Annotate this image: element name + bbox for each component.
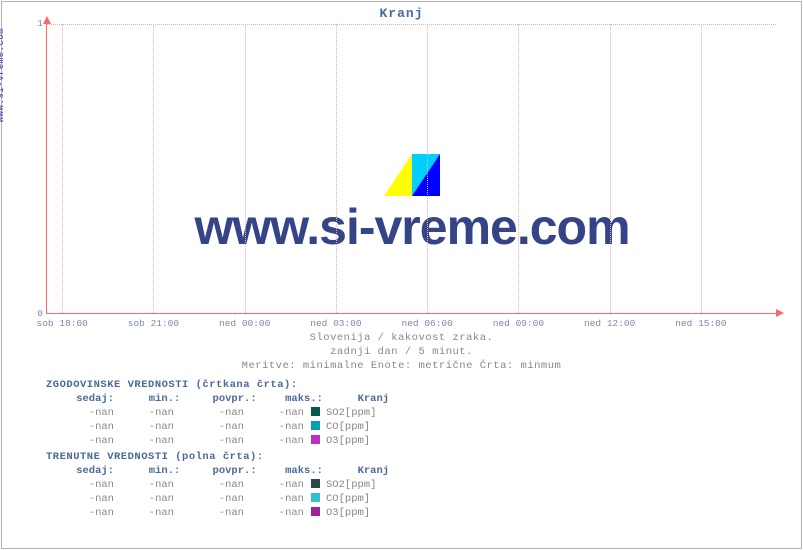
caption-period: zadnji dan / 5 minut. <box>0 346 803 358</box>
series-label: O3[ppm] <box>326 434 406 448</box>
xtick-label: ned 15:00 <box>671 318 731 329</box>
historic-title: ZGODOVINSKE VREDNOSTI (črtkana črta): <box>46 378 438 392</box>
cell-avg: -nan <box>174 406 244 420</box>
table-row: -nan-nan-nan-nanCO[ppm] <box>46 492 438 506</box>
current-header: sedaj: min.: povpr.: maks.: Kranj <box>46 464 438 478</box>
ytick-label: 1 <box>21 18 43 29</box>
caption-source: Slovenija / kakovost zraka. <box>0 332 803 344</box>
col-max: maks.: <box>263 392 323 406</box>
cell-avg: -nan <box>174 420 244 434</box>
caption-meta: Meritve: minimalne Enote: metrične Črta:… <box>0 360 803 372</box>
col-min: min.: <box>120 464 180 478</box>
gridline-v <box>153 24 154 313</box>
series-label: SO2[ppm] <box>326 406 406 420</box>
series-swatch <box>304 478 326 492</box>
gridline-v <box>518 24 519 313</box>
table-row: -nan-nan-nan-nanSO2[ppm] <box>46 478 438 492</box>
col-min: min.: <box>120 392 180 406</box>
watermark-logo <box>384 154 440 196</box>
xtick-label: ned 06:00 <box>397 318 457 329</box>
cell-max: -nan <box>244 406 304 420</box>
col-max: maks.: <box>263 464 323 478</box>
table-row: -nan-nan-nan-nanO3[ppm] <box>46 434 438 448</box>
cell-now: -nan <box>46 434 114 448</box>
cell-now: -nan <box>46 492 114 506</box>
cell-min: -nan <box>114 434 174 448</box>
xtick-label: ned 09:00 <box>488 318 548 329</box>
cell-min: -nan <box>114 420 174 434</box>
cell-min: -nan <box>114 492 174 506</box>
gridline-v <box>701 24 702 313</box>
col-avg: povpr.: <box>187 464 257 478</box>
chart-title: Kranj <box>0 6 803 21</box>
table-row: -nan-nan-nan-nanCO[ppm] <box>46 420 438 434</box>
col-now: sedaj: <box>46 392 114 406</box>
cell-max: -nan <box>244 506 304 520</box>
xtick-label: sob 18:00 <box>32 318 92 329</box>
series-swatch <box>304 406 326 420</box>
series-swatch <box>304 506 326 520</box>
watermark-text: www.si-vreme.com <box>47 198 777 256</box>
gridline-v <box>336 24 337 313</box>
cell-min: -nan <box>114 406 174 420</box>
xtick-label: ned 00:00 <box>215 318 275 329</box>
current-title: TRENUTNE VREDNOSTI (polna črta): <box>46 450 438 464</box>
side-watermark: www.si-vreme.com <box>0 0 6 175</box>
cell-max: -nan <box>244 420 304 434</box>
series-swatch <box>304 420 326 434</box>
xtick-label: ned 03:00 <box>306 318 366 329</box>
col-now: sedaj: <box>46 464 114 478</box>
cell-avg: -nan <box>174 478 244 492</box>
chart-plot-area: www.si-vreme.com 01sob 18:00sob 21:00ned… <box>46 24 776 314</box>
cell-max: -nan <box>244 492 304 506</box>
cell-now: -nan <box>46 420 114 434</box>
historic-header: sedaj: min.: povpr.: maks.: Kranj <box>46 392 438 406</box>
cell-max: -nan <box>244 434 304 448</box>
cell-min: -nan <box>114 478 174 492</box>
cell-min: -nan <box>114 506 174 520</box>
gridline-h <box>47 24 776 25</box>
cell-avg: -nan <box>174 434 244 448</box>
cell-avg: -nan <box>174 506 244 520</box>
series-label: O3[ppm] <box>326 506 406 520</box>
gridline-v <box>427 24 428 313</box>
data-tables: ZGODOVINSKE VREDNOSTI (črtkana črta): se… <box>46 378 438 520</box>
xtick-label: ned 12:00 <box>580 318 640 329</box>
xtick-label: sob 21:00 <box>123 318 183 329</box>
series-swatch <box>304 492 326 506</box>
table-row: -nan-nan-nan-nanSO2[ppm] <box>46 406 438 420</box>
cell-now: -nan <box>46 406 114 420</box>
gridline-v <box>245 24 246 313</box>
series-label: CO[ppm] <box>326 420 406 434</box>
series-label: CO[ppm] <box>326 492 406 506</box>
cell-now: -nan <box>46 506 114 520</box>
cell-now: -nan <box>46 478 114 492</box>
series-label: SO2[ppm] <box>326 478 406 492</box>
table-row: -nan-nan-nan-nanO3[ppm] <box>46 506 438 520</box>
col-series: Kranj <box>358 392 438 406</box>
col-avg: povpr.: <box>187 392 257 406</box>
gridline-v <box>62 24 63 313</box>
series-swatch <box>304 434 326 448</box>
cell-max: -nan <box>244 478 304 492</box>
cell-avg: -nan <box>174 492 244 506</box>
col-series: Kranj <box>358 464 438 478</box>
gridline-v <box>610 24 611 313</box>
